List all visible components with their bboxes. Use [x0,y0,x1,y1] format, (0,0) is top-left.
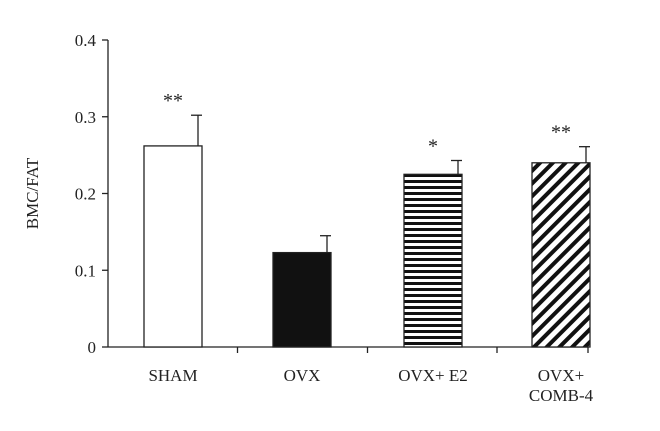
y-ticks: 0 0.1 0.2 0.3 0.4 [75,31,108,357]
y-tick-label: 0.4 [75,31,97,50]
category-labels: SHAM OVX OVX+ E2 OVX+COMB-4 [148,366,593,405]
bar [531,162,591,348]
error-bars [191,114,590,253]
bar [143,145,203,348]
y-axis-title: BMC/FAT [23,157,42,229]
significance-marks: ***** [163,90,571,157]
y-tick-label: 0.3 [75,108,96,127]
category-label: OVX+ [538,366,584,385]
bar [272,251,332,348]
category-label: OVX+ E2 [398,366,468,385]
bars [143,145,591,348]
y-tick-label: 0.1 [75,261,96,280]
category-label: COMB-4 [529,386,594,405]
y-tick-label: 0.2 [75,185,96,204]
significance-mark: * [428,135,438,157]
category-label: OVX [284,366,321,385]
category-label: SHAM [148,366,197,385]
significance-mark: ** [551,122,571,144]
significance-mark: ** [163,90,183,112]
y-tick-label: 0 [88,338,97,357]
bar [403,173,463,348]
